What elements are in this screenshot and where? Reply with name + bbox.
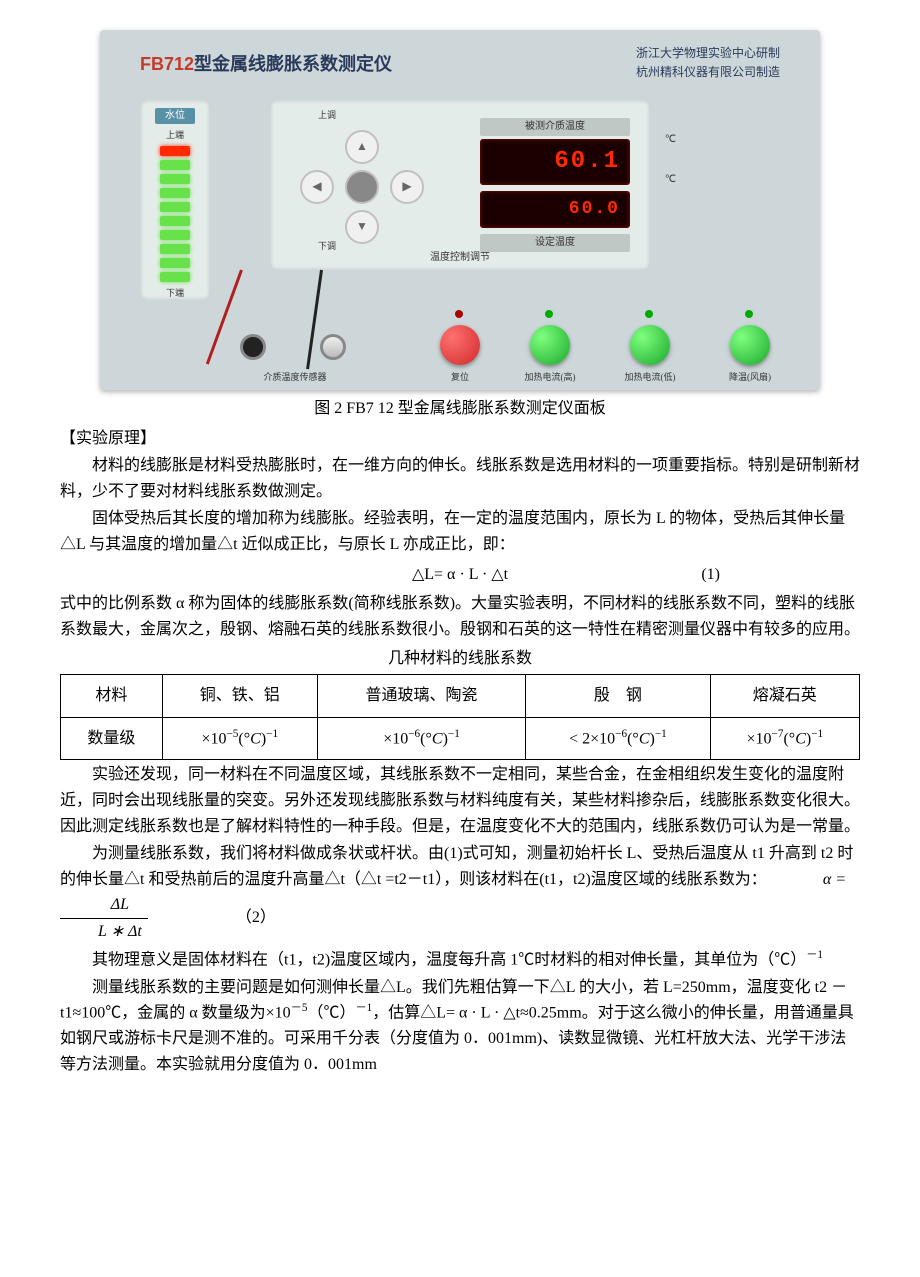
celsius-label-1: ℃ [665, 132, 676, 148]
cell3-prefix: < 2×10 [569, 730, 615, 747]
th-material: 材料 [61, 674, 163, 717]
cell2-exp: −6 [408, 728, 420, 740]
fan-button[interactable] [730, 325, 770, 365]
th-col4: 熔凝石英 [710, 674, 859, 717]
right-button[interactable]: ▶ [390, 170, 424, 204]
cell3-unit-exp: −1 [655, 728, 667, 740]
sensor-plug-label: 介质温度传感器 [240, 370, 350, 384]
td-cell3: < 2×10−6(°C)−1 [526, 717, 710, 760]
led-reset [455, 310, 463, 318]
eq2-label: （2） [236, 909, 276, 926]
cell3-exp: −6 [615, 728, 627, 740]
para7-exp: －5 [291, 1002, 308, 1014]
plug-white[interactable] [320, 334, 346, 360]
td-cell4: ×10−7(°C)−1 [710, 717, 859, 760]
display-label: 被测介质温度 [480, 118, 630, 136]
table-caption: 几种材料的线胀系数 [60, 646, 860, 672]
paragraph-6: 其物理意义是固体材料在（t1，t2)温度区域内，温度每升高 1℃时材料的相对伸长… [60, 947, 860, 973]
td-row-label: 数量级 [61, 717, 163, 760]
th-col3: 殷 钢 [526, 674, 710, 717]
eq2-den: L ∗ Δt [60, 919, 148, 945]
down-button[interactable]: ▼ [345, 210, 379, 244]
para7-exp2: －1 [355, 1002, 372, 1014]
heading-principle: 【实验原理】 [60, 426, 860, 452]
control-panel: ▲ ◀ ▶ ▼ 上调 下调 温度控制调节 被测介质温度 60.1 60.0 设定… [270, 100, 650, 270]
water-level-label: 水位 [155, 108, 195, 124]
instrument-title: FB712型金属线膨胀系数测定仪 [140, 50, 392, 79]
set-temp-label: 设定温度 [480, 234, 630, 252]
cell2-base: ×10 [383, 730, 408, 747]
wire-red [206, 269, 243, 364]
left-button[interactable]: ◀ [300, 170, 334, 204]
instrument-model: FB712 [140, 54, 194, 74]
led-fan [745, 310, 753, 318]
reset-button-label: 复位 [430, 370, 490, 384]
heat-low-button[interactable] [630, 325, 670, 365]
btn-up-label: 上调 [318, 108, 336, 122]
paragraph-4: 实验还发现，同一材料在不同温度区域，其线胀系数不一定相同，某些合金，在金相组织发… [60, 762, 860, 839]
measured-temp-display: 60.1 [480, 139, 630, 185]
eq1-number: (1) [701, 562, 720, 588]
paragraph-5: 为测量线胀系数，我们将材料做成条状或杆状。由(1)式可知，测量初始杆长 L、受热… [60, 841, 860, 944]
level-up-label: 上端 [140, 128, 210, 142]
cell1-base: ×10 [201, 730, 226, 747]
th-col1: 铜、铁、铝 [162, 674, 317, 717]
reset-button[interactable] [440, 325, 480, 365]
paragraph-3: 式中的比例系数 α 称为固体的线膨胀系数(简称线胀系数)。大量实验表明，不同材料… [60, 591, 860, 642]
led-heat-hi [545, 310, 553, 318]
led-heat-lo [645, 310, 653, 318]
heat-high-button[interactable] [530, 325, 570, 365]
th-col2: 普通玻璃、陶瓷 [317, 674, 525, 717]
wire-black [306, 270, 323, 369]
td-cell1: ×10−5(°C)−1 [162, 717, 317, 760]
para5-text: 为测量线胀系数，我们将材料做成条状或杆状。由(1)式可知，测量初始杆长 L、受热… [60, 845, 853, 888]
para7-b: （℃） [307, 1004, 355, 1021]
cell4-unit-exp: −1 [811, 728, 823, 740]
fan-label: 降温(风扇) [718, 370, 782, 384]
eq2-num: ΔL [60, 892, 148, 919]
table-data-row: 数量级 ×10−5(°C)−1 ×10−6(°C)−1 < 2×10−6(°C)… [61, 717, 860, 760]
cell4-base: ×10 [747, 730, 772, 747]
up-button[interactable]: ▲ [345, 130, 379, 164]
heat-low-label: 加热电流(低) [615, 370, 685, 384]
instrument-maker: 浙江大学物理实验中心研制 杭州精科仪器有限公司制造 [636, 44, 780, 82]
para6-text: 其物理意义是固体材料在（t1，t2)温度区域内，温度每升高 1℃时材料的相对伸长… [92, 951, 806, 968]
instrument-panel-photo: FB712型金属线膨胀系数测定仪 浙江大学物理实验中心研制 杭州精科仪器有限公司… [100, 30, 820, 390]
eq2-fraction: ΔL L ∗ Δt [60, 892, 148, 944]
table-header-row: 材料 铜、铁、铝 普通玻璃、陶瓷 殷 钢 熔凝石英 [61, 674, 860, 717]
td-cell2: ×10−6(°C)−1 [317, 717, 525, 760]
cell1-exp: −5 [227, 728, 239, 740]
maker-line2: 杭州精科仪器有限公司制造 [636, 63, 780, 82]
celsius-label-2: ℃ [665, 172, 676, 188]
display-block: 被测介质温度 60.1 60.0 设定温度 [480, 118, 630, 255]
para6-exp: －1 [806, 949, 823, 961]
paragraph-7: 测量线胀系数的主要问题是如何测伸长量△L。我们先粗估算一下△L 的大小，若 L=… [60, 975, 860, 1078]
plug-red[interactable] [240, 334, 266, 360]
water-level-bars [160, 146, 190, 282]
cell2-unit-exp: −1 [448, 728, 460, 740]
cell4-exp: −7 [772, 728, 784, 740]
eq2-lhs: α = [823, 871, 846, 888]
equation-1: △L= α · L · △t (1) [60, 562, 860, 588]
paragraph-1: 材料的线膨胀是材料受热膨胀时，在一维方向的伸长。线胀系数是选用材料的一项重要指标… [60, 453, 860, 504]
heat-high-label: 加热电流(高) [515, 370, 585, 384]
dpad: ▲ ◀ ▶ ▼ [300, 130, 420, 240]
center-button[interactable] [345, 170, 379, 204]
maker-line1: 浙江大学物理实验中心研制 [636, 44, 780, 63]
set-temp-display: 60.0 [480, 191, 630, 228]
water-level-panel: 水位 上端 下端 [140, 100, 210, 300]
cell1-unit-exp: −1 [266, 728, 278, 740]
figure-caption: 图 2 FB7 12 型金属线膨胀系数测定仪面板 [60, 396, 860, 422]
paragraph-2: 固体受热后其长度的增加称为线膨胀。经验表明，在一定的温度范围内，原长为 L 的物… [60, 506, 860, 557]
instrument-title-suffix: 型金属线膨胀系数测定仪 [194, 54, 392, 74]
level-down-label: 下端 [140, 286, 210, 300]
materials-table: 材料 铜、铁、铝 普通玻璃、陶瓷 殷 钢 熔凝石英 数量级 ×10−5(°C)−… [60, 674, 860, 761]
eq1-body: △L= α · L · △t [412, 566, 508, 583]
